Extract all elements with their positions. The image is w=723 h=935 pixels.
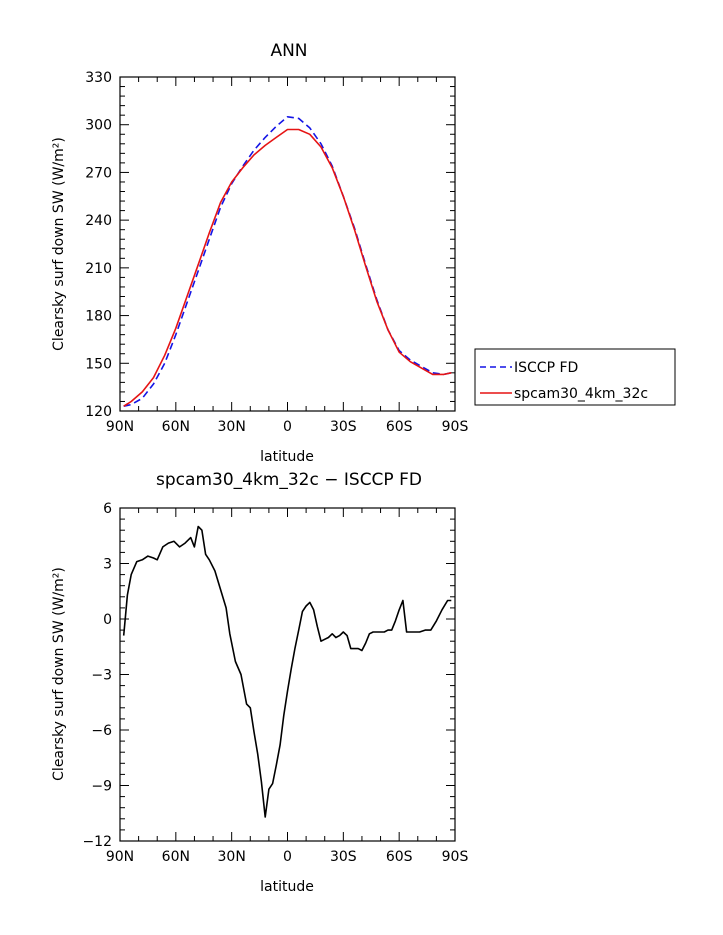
x-tick-label: 30S: [330, 849, 357, 865]
chart-bottom: spcam30_4km_32c − ISCCP FD 90N 60N 30N 0 30S…: [51, 470, 468, 895]
legend-box: [474, 348, 676, 406]
series-line-1: [123, 128, 452, 407]
y-tick-label: 150: [85, 356, 112, 372]
x-tick-label: 30S: [330, 419, 357, 435]
top-lines: [123, 116, 452, 407]
y-tick-label: 180: [85, 309, 112, 325]
chart-top-frame: [119, 76, 456, 412]
y-tick-label: −9: [91, 779, 112, 795]
chart-bottom-xlabel: latitude: [260, 879, 314, 895]
x-tick-label: 90S: [442, 419, 469, 435]
chart-top-title: ANN: [270, 41, 307, 61]
x-tick-label: 60S: [386, 419, 413, 435]
y-tick-label: 330: [85, 70, 112, 86]
y-tick-label: 210: [85, 261, 112, 277]
y-tick-label: 240: [85, 213, 112, 229]
x-tick-label: 0: [283, 419, 292, 435]
y-tick-label: 300: [85, 118, 112, 134]
y-tick-label: 0: [103, 612, 112, 628]
x-tick-label: 60N: [162, 419, 190, 435]
x-tick-label: 90N: [106, 849, 134, 865]
x-tick-label: 60S: [386, 849, 413, 865]
chart-bottom-ylabel: Clearsky surf down SW (W/m²): [51, 567, 67, 781]
legend-label-spcam: spcam30_4km_32c: [514, 386, 648, 402]
x-tick-label: 90S: [442, 849, 469, 865]
y-tick-label: 6: [103, 501, 112, 517]
chart-bottom-title: spcam30_4km_32c − ISCCP FD: [156, 470, 422, 490]
y-tick-label: 3: [103, 557, 112, 573]
chart-top-xlabel: latitude: [260, 449, 314, 465]
x-tick-label: 30N: [218, 419, 246, 435]
y-tick-label: −12: [82, 834, 112, 850]
x-tick-label: 0: [283, 849, 292, 865]
bottom-lines: [122, 525, 452, 818]
x-tick-label: 60N: [162, 849, 190, 865]
y-tick-label: −6: [91, 723, 112, 739]
series-line-0: [122, 525, 452, 818]
y-tick-label: 120: [85, 404, 112, 420]
chart-top: ANN 90N 60N 30N 0 30S 60S 90S 120 150 180 210 240 27…: [51, 41, 676, 465]
y-tick-label: −3: [91, 668, 112, 684]
top-ticks: 90N 60N 30N 0 30S 60S 90S 120 150 180 210 240 270 300…: [85, 70, 468, 435]
y-tick-label: 270: [85, 165, 112, 181]
legend-label-isccp: ISCCP FD: [514, 360, 578, 376]
legend: ISCCP FD spcam30_4km_32c: [474, 348, 676, 406]
x-tick-label: 30N: [218, 849, 246, 865]
chart-top-ylabel: Clearsky surf down SW (W/m²): [51, 137, 67, 351]
chart-bottom-frame: [119, 507, 456, 842]
bottom-ticks: 90N 60N 30N 0 30S 60S 90S −12 −9 −6 −3 0 3 6: [82, 501, 468, 865]
series-line-0: [123, 116, 452, 407]
x-tick-label: 90N: [106, 419, 134, 435]
